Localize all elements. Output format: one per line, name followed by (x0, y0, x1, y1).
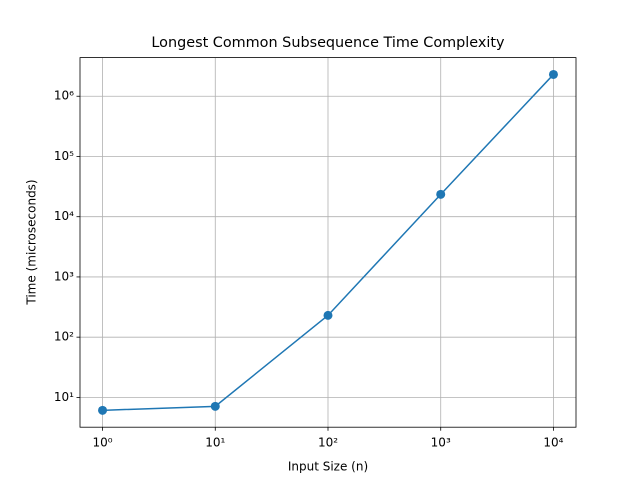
data-point (436, 189, 446, 199)
y-tick-label: 10³ (54, 269, 74, 283)
data-point (210, 401, 220, 411)
data-point (548, 69, 558, 79)
y-axis-label: Time (microseconds) (25, 179, 39, 305)
x-tick-label: 10⁴ (543, 436, 563, 450)
y-tick-label: 10¹ (54, 390, 74, 404)
x-tick-label: 10² (318, 436, 338, 450)
y-tick-label: 10⁵ (54, 149, 74, 163)
data-point (98, 405, 108, 415)
chart-title: Longest Common Subsequence Time Complexi… (151, 35, 505, 51)
data-point (323, 310, 333, 320)
y-tick-label: 10² (54, 330, 74, 344)
x-axis-label: Input Size (n) (288, 460, 368, 474)
y-tick-label: 10⁶ (54, 89, 74, 103)
x-tick-label: 10⁰ (92, 436, 112, 450)
y-tick-label: 10⁴ (54, 209, 74, 223)
plot-frame (79, 57, 577, 428)
x-tick-label: 10¹ (205, 436, 225, 450)
x-tick-label: 10³ (431, 436, 451, 450)
